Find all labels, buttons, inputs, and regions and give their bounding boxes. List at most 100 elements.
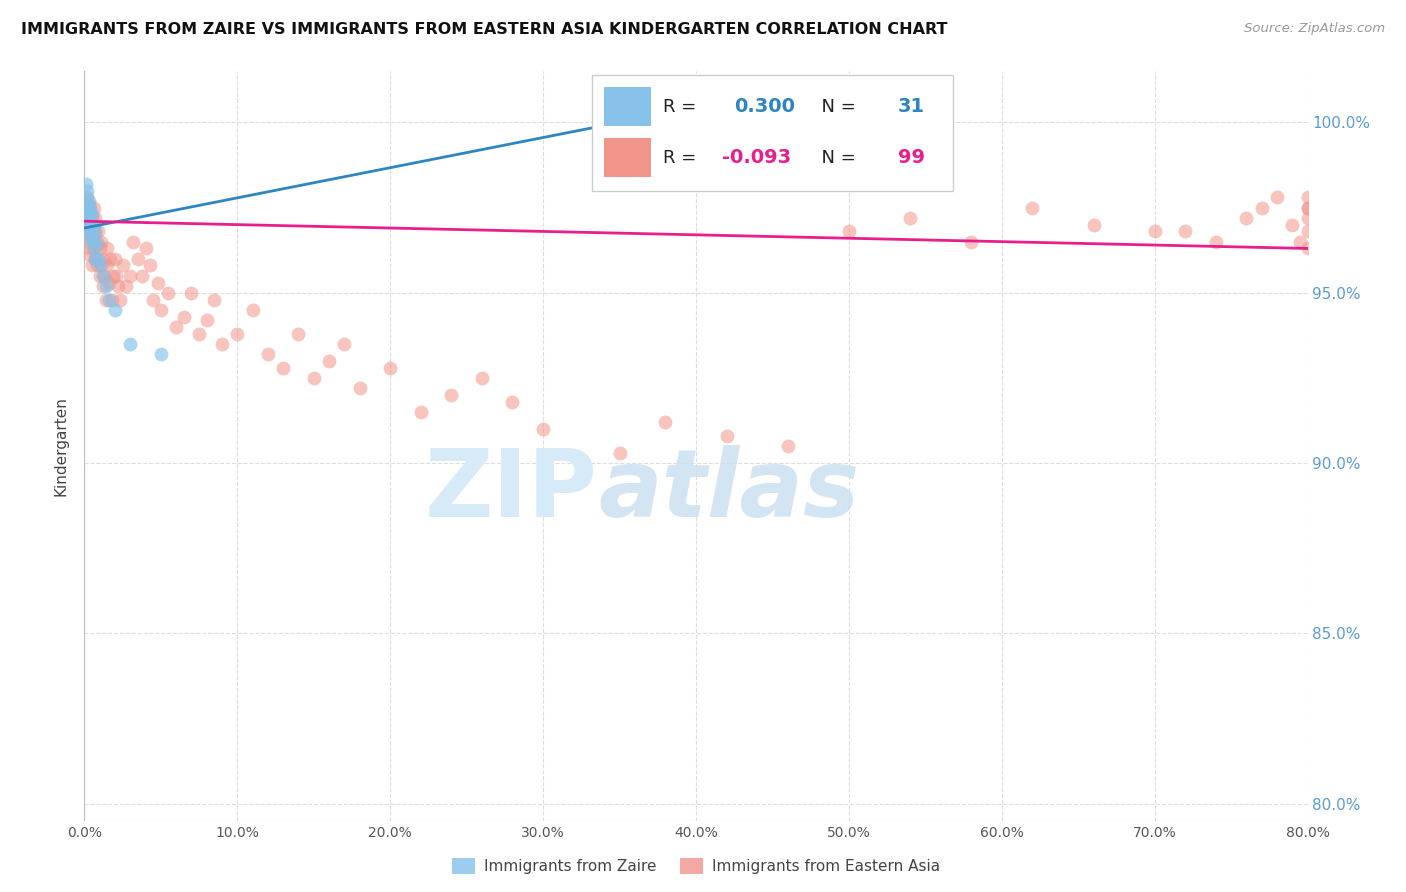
Point	[80, 231, 103, 245]
Point	[1296, 190, 1319, 204]
Point	[502, 394, 524, 409]
Point	[97, 276, 120, 290]
Point	[84, 252, 107, 266]
Point	[776, 439, 799, 453]
Point	[195, 313, 218, 327]
Point	[83, 221, 105, 235]
Point	[120, 336, 142, 351]
Point	[101, 293, 124, 307]
Point	[654, 415, 676, 429]
Point	[83, 218, 105, 232]
Point	[111, 259, 134, 273]
Point	[79, 231, 101, 245]
FancyBboxPatch shape	[605, 138, 651, 177]
Point	[1143, 224, 1166, 238]
Point	[257, 347, 280, 361]
Point	[77, 207, 100, 221]
Point	[75, 201, 97, 215]
Point	[1296, 242, 1319, 256]
Point	[76, 211, 98, 225]
Point	[149, 302, 172, 317]
Point	[202, 293, 225, 307]
Point	[105, 268, 128, 283]
Point	[838, 224, 860, 238]
Point	[84, 224, 107, 238]
Point	[127, 252, 149, 266]
Point	[91, 268, 114, 283]
Point	[80, 259, 103, 273]
Point	[609, 446, 631, 460]
Point	[960, 235, 983, 249]
Point	[120, 268, 142, 283]
Point	[84, 211, 107, 225]
Point	[79, 201, 101, 215]
Point	[77, 197, 100, 211]
Point	[380, 360, 402, 375]
Point	[89, 259, 111, 273]
Text: R =: R =	[664, 149, 702, 167]
Point	[91, 252, 114, 266]
Point	[97, 293, 120, 307]
Point	[287, 326, 309, 341]
Point	[75, 177, 97, 191]
Point	[94, 293, 117, 307]
Point	[90, 235, 112, 249]
Point	[165, 319, 187, 334]
Point	[108, 293, 131, 307]
Text: 99: 99	[898, 148, 925, 167]
Point	[86, 259, 108, 273]
Point	[139, 259, 162, 273]
Text: atlas: atlas	[598, 445, 859, 537]
Point	[77, 242, 100, 256]
Legend: Immigrants from Zaire, Immigrants from Eastern Asia: Immigrants from Zaire, Immigrants from E…	[446, 852, 946, 880]
Point	[83, 201, 105, 215]
Point	[1296, 201, 1319, 215]
Point	[86, 238, 108, 252]
Point	[716, 429, 738, 443]
FancyBboxPatch shape	[592, 75, 953, 191]
Point	[79, 248, 101, 262]
Point	[75, 224, 97, 238]
Point	[1236, 211, 1258, 225]
Point	[146, 276, 169, 290]
Point	[122, 235, 145, 249]
Point	[142, 293, 165, 307]
Point	[93, 268, 115, 283]
Point	[242, 302, 264, 317]
Point	[80, 211, 103, 225]
Point	[131, 268, 153, 283]
Point	[87, 252, 110, 266]
Text: IMMIGRANTS FROM ZAIRE VS IMMIGRANTS FROM EASTERN ASIA KINDERGARTEN CORRELATION C: IMMIGRANTS FROM ZAIRE VS IMMIGRANTS FROM…	[21, 22, 948, 37]
Point	[531, 422, 554, 436]
Point	[318, 354, 340, 368]
Point	[1083, 218, 1105, 232]
Point	[77, 194, 100, 208]
Point	[75, 190, 97, 204]
Point	[226, 326, 249, 341]
Point	[87, 252, 110, 266]
Point	[77, 204, 100, 219]
Point	[77, 218, 100, 232]
Text: 0.300: 0.300	[734, 97, 794, 116]
Point	[91, 279, 114, 293]
Point	[80, 207, 103, 221]
Point	[98, 252, 121, 266]
Point	[471, 371, 494, 385]
Point	[1296, 211, 1319, 225]
Point	[79, 204, 101, 219]
Point	[96, 259, 118, 273]
Point	[84, 227, 107, 242]
Point	[1296, 224, 1319, 238]
Text: N =: N =	[810, 97, 862, 116]
Point	[83, 242, 105, 256]
Text: 31: 31	[898, 97, 925, 116]
Point	[83, 242, 105, 256]
Point	[1265, 190, 1288, 204]
Point	[409, 405, 432, 419]
Point	[89, 242, 111, 256]
Point	[79, 218, 101, 232]
Point	[609, 115, 631, 129]
Point	[107, 279, 129, 293]
Point	[76, 211, 98, 225]
Point	[1281, 218, 1303, 232]
